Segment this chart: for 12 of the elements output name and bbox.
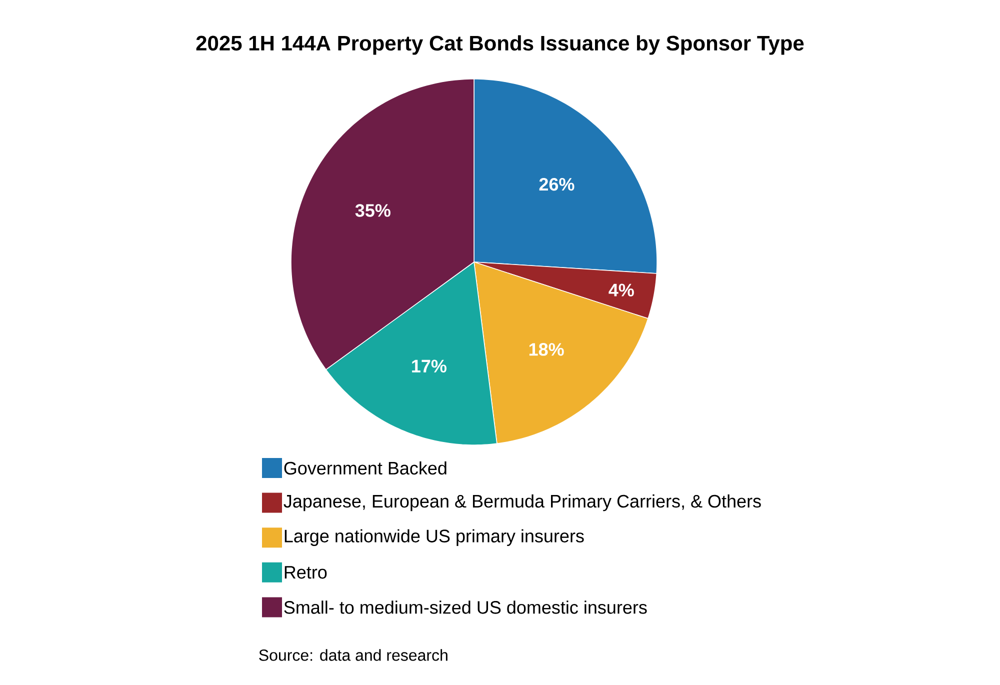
data-label: 4% [608,284,634,296]
data-label: 35% [355,204,390,217]
legend-label: Small- to medium-sized US domestic insurers [284,600,647,614]
legend-label: Government Backed [284,461,446,475]
legend-label: Large nationwide US primary insurers [284,529,584,546]
data-label: 18% [529,343,564,356]
data-label: 17% [412,360,446,372]
legend-label: Retro [284,566,327,579]
source-note: Source: data and research [259,649,448,661]
chart-title: 2025 1H 144A Property Cat Bonds Issuance by Sponsor Type [196,35,804,55]
legend-label: Japanese, European & Bermuda Primary Carriers, & Others [284,494,761,512]
data-label: 26% [539,178,574,191]
